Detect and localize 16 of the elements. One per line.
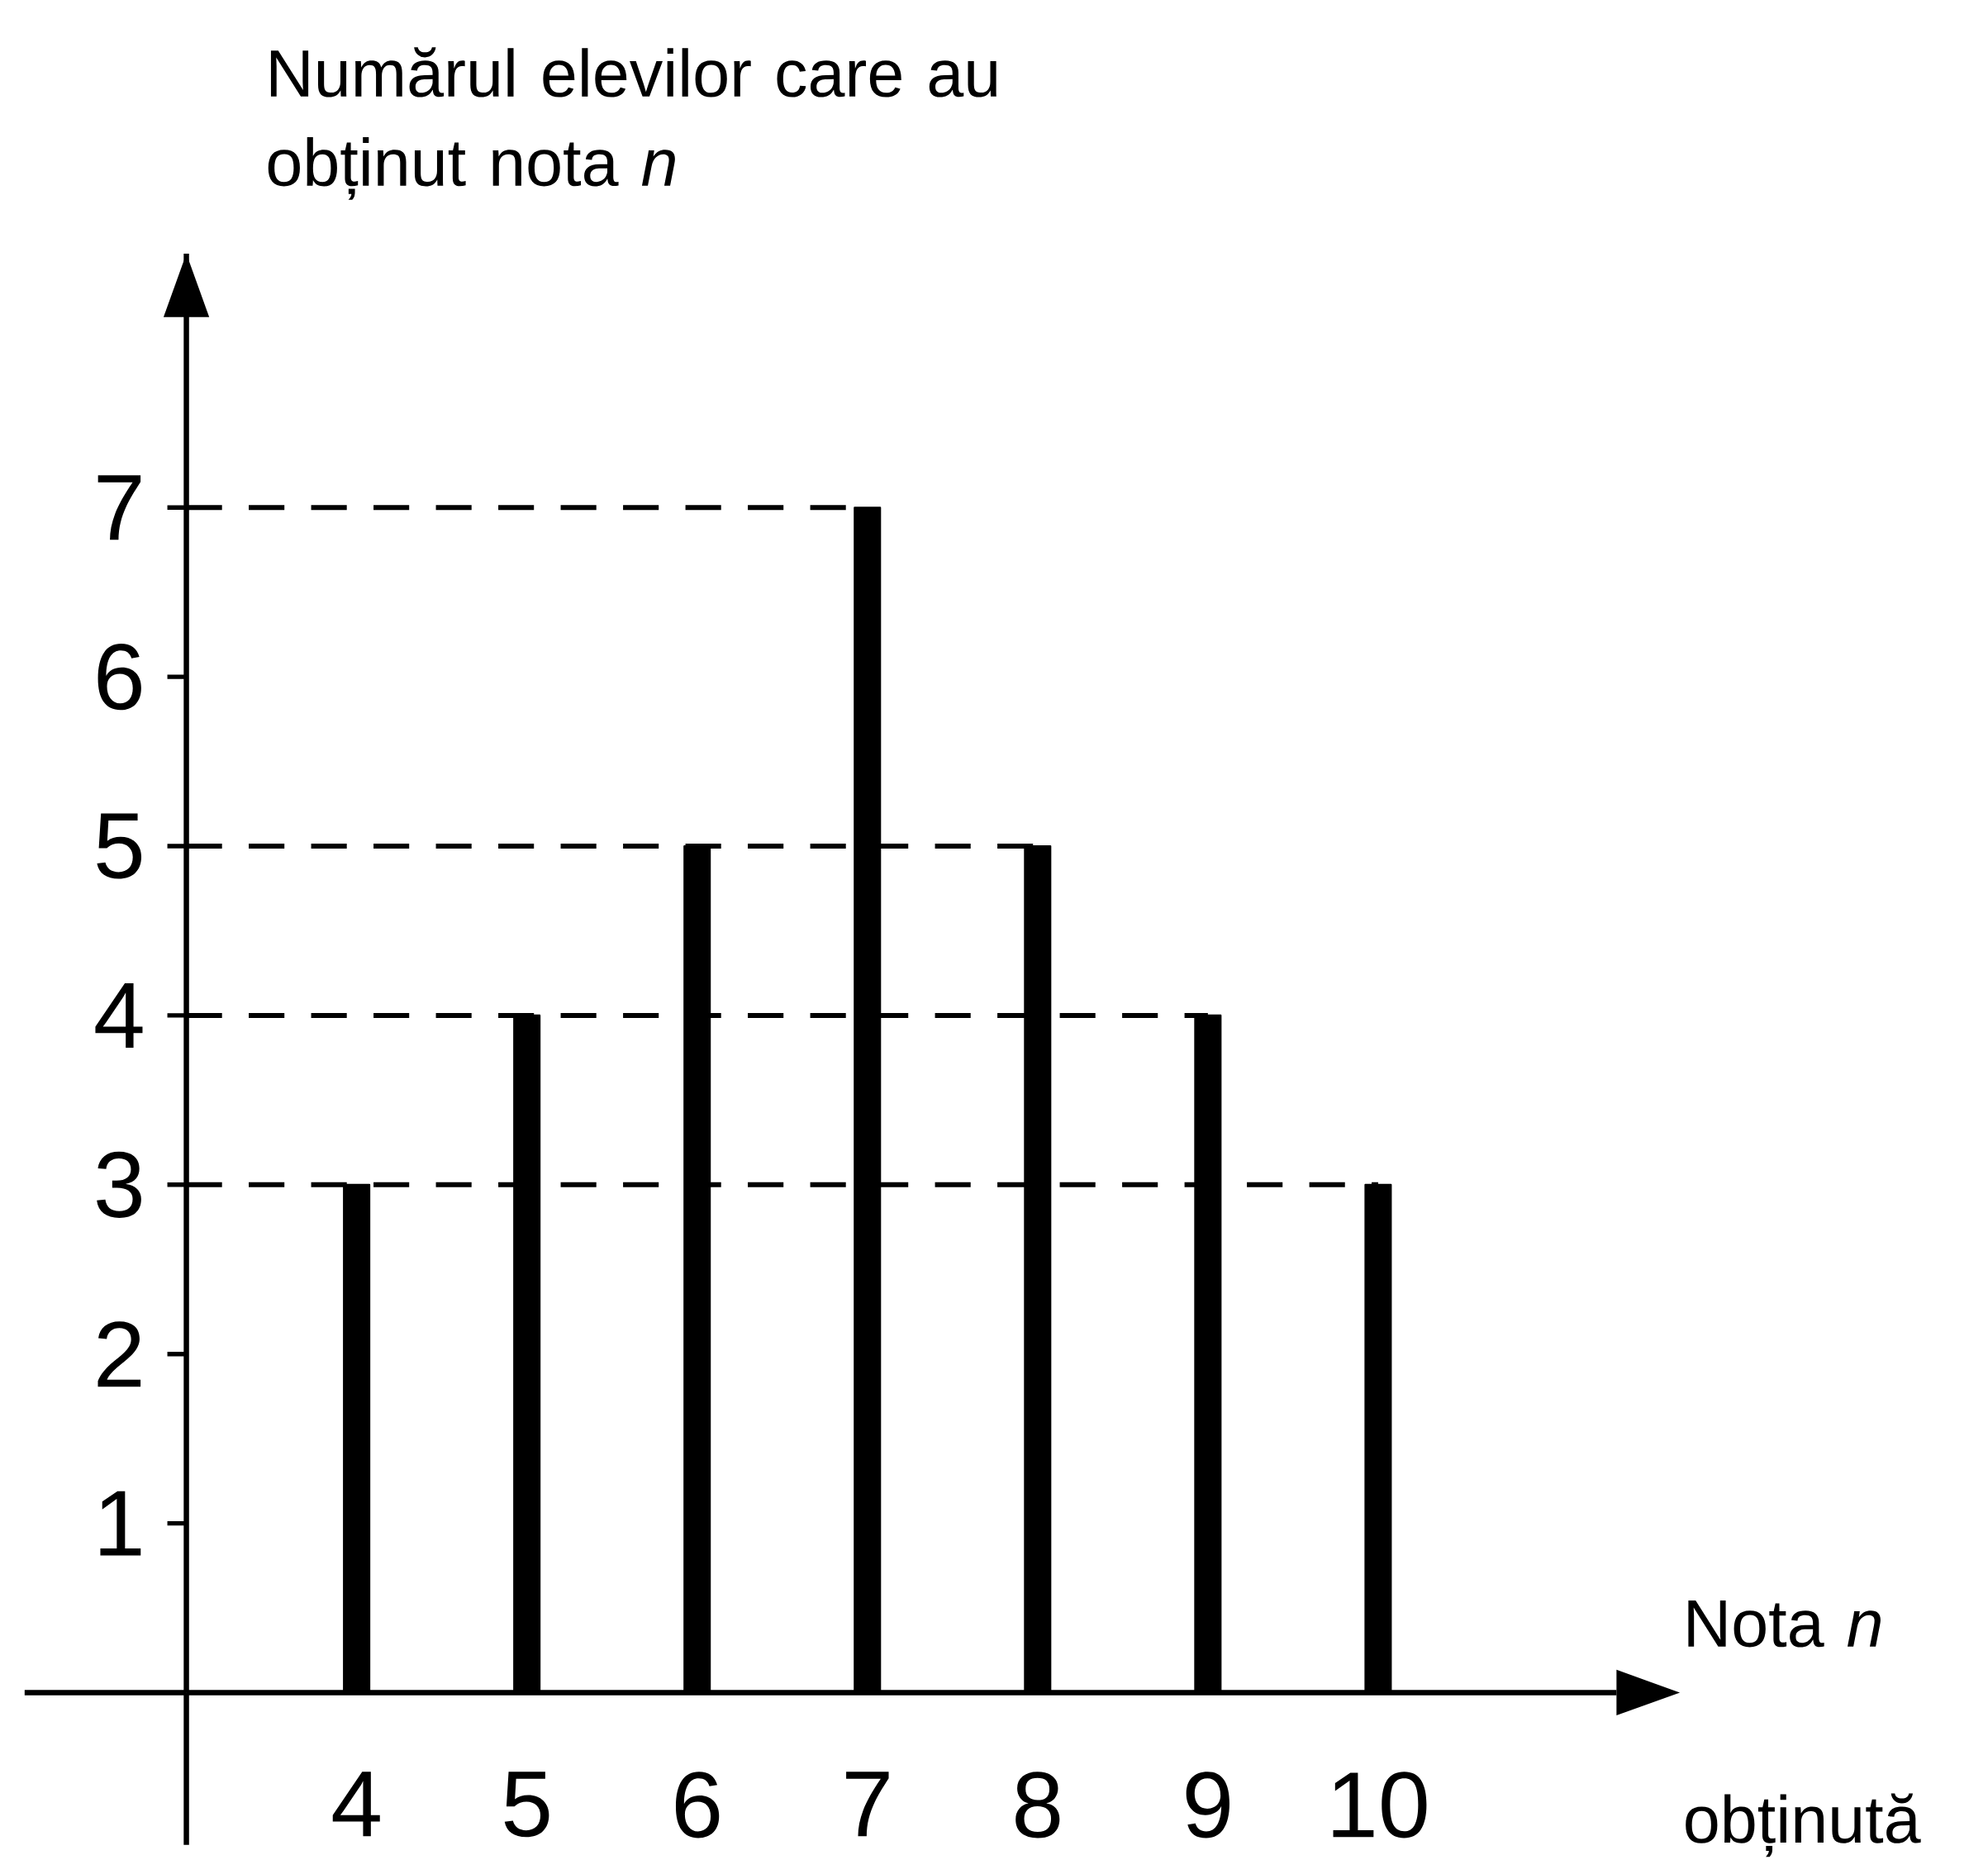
text: Nota n obținută bbox=[1686, 1601, 1921, 1857]
y-tick-label: 5 bbox=[97, 813, 142, 879]
x-tick-label: 6 bbox=[675, 1772, 720, 1838]
x-tick-label: 4 bbox=[332, 1772, 380, 1837]
y-tick-label: 1 bbox=[100, 1491, 141, 1556]
y-tick-label: 2 bbox=[97, 1321, 141, 1387]
x-tick-label: 5 bbox=[504, 1772, 549, 1838]
y-tick-label: 4 bbox=[95, 983, 143, 1048]
y-tick-label: 3 bbox=[97, 1151, 141, 1218]
y-tick-label: 7 bbox=[97, 475, 141, 540]
x-tick-label: 10 bbox=[1333, 1772, 1427, 1838]
x-tick-label: 9 bbox=[1186, 1772, 1229, 1838]
y-tick-label: 6 bbox=[97, 644, 141, 711]
x-tick-label: 8 bbox=[1015, 1772, 1060, 1838]
x-tick-label: 7 bbox=[846, 1772, 889, 1837]
y-axis-title: Numărul elevilor care au obținut nota n bbox=[268, 47, 996, 200]
